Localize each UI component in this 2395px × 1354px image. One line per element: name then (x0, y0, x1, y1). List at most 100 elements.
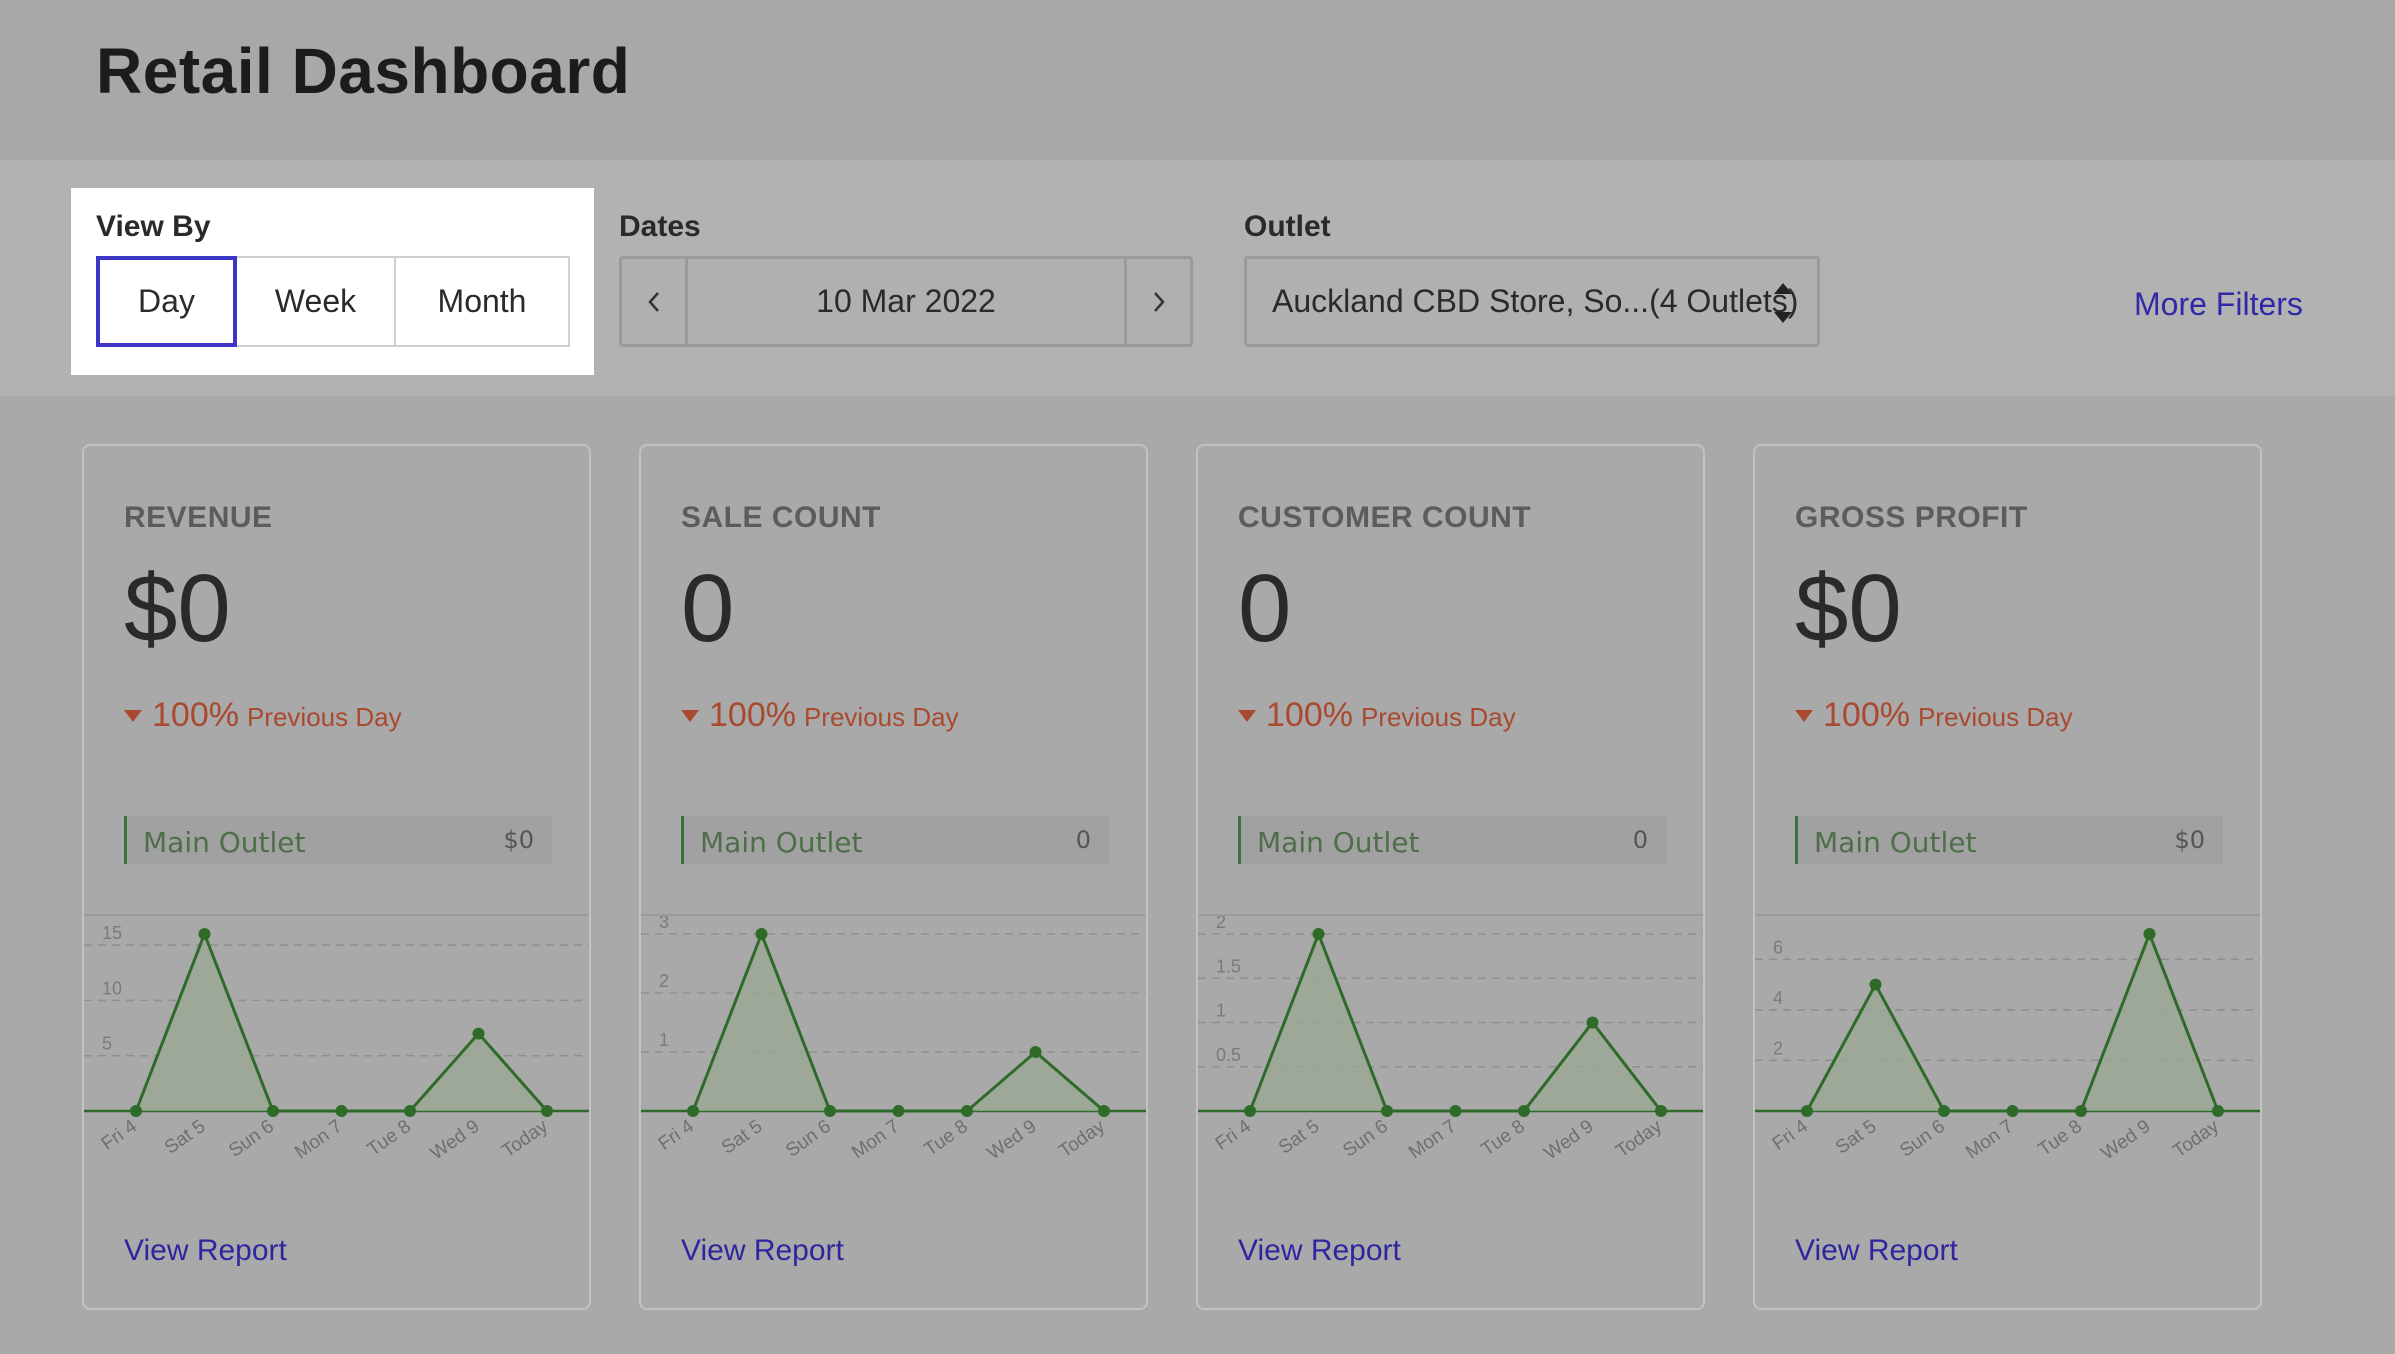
outlet-select-value: Auckland CBD Store, So...(4 Outlets) (1272, 283, 1799, 319)
y-tick-label: 2 (659, 971, 669, 991)
data-point (892, 1105, 905, 1117)
card-delta: 100% Previous Day (124, 696, 402, 735)
date-value[interactable]: 10 Mar 2022 (816, 283, 996, 319)
outlet-label: Outlet (1244, 210, 1331, 243)
chart-top-divider (84, 914, 589, 917)
gross-profit-card: GROSS PROFIT $0 100% Previous Day Main O… (1753, 444, 2262, 1310)
delta-percent: 100% (1266, 696, 1353, 734)
card-value: 0 (1238, 555, 1292, 662)
series-area (136, 934, 547, 1111)
view-report-link[interactable]: View Report (1795, 1234, 1958, 1267)
more-filters-link[interactable]: More Filters (2134, 286, 2303, 322)
outlet-breakdown-row: Main Outlet $0 (1795, 816, 2223, 864)
delta-percent: 100% (1823, 696, 1910, 734)
view-by-month-button[interactable]: Month (394, 256, 570, 347)
sale-count-trend-chart: 1 2 3 Fri 4 Sat 5 Sun 6 Mon 7 Tue 8 Wed 9 Today (641, 916, 1146, 1164)
x-tick-label: Tue 8 (364, 1116, 415, 1161)
outlet-name: Main Outlet (1257, 826, 1420, 859)
down-triangle-icon (1795, 710, 1813, 722)
x-tick-label: Tue 8 (1478, 1116, 1529, 1161)
x-tick-label: Wed 9 (427, 1116, 484, 1165)
y-tick-label: 2 (1773, 1038, 1783, 1058)
x-tick-label: Fri 4 (655, 1116, 699, 1155)
outlet-select[interactable]: Auckland CBD Store, So...(4 Outlets) (1244, 256, 1820, 347)
customer-count-trend-chart: 0.5 1 1.5 2 Fri 4 Sat 5 Sun 6 Mon 7 Tue 8 Wed 9 To… (1198, 916, 1703, 1165)
card-value: $0 (124, 555, 231, 662)
data-point (961, 1105, 973, 1117)
chart-top-divider (1755, 914, 2260, 917)
view-report-link[interactable]: View Report (124, 1234, 287, 1267)
data-point (1029, 1046, 1042, 1058)
y-tick-label: 0.5 (1216, 1045, 1241, 1065)
data-point (2006, 1105, 2019, 1117)
chart-top-divider (641, 914, 1146, 917)
x-tick-label: Today (2169, 1116, 2223, 1163)
data-point (267, 1105, 279, 1117)
data-point (1655, 1105, 1667, 1117)
x-tick-label: Mon 7 (848, 1116, 903, 1163)
x-tick-label: Fri 4 (98, 1116, 142, 1155)
next-date-button[interactable] (1124, 259, 1190, 344)
x-tick-label: Tue 8 (2035, 1116, 2086, 1161)
outlet-value: 0 (1075, 826, 1091, 854)
x-tick-label: Wed 9 (1541, 1116, 1598, 1165)
view-by-day-button[interactable]: Day (96, 256, 237, 347)
x-tick-label: Fri 4 (1769, 1116, 1813, 1155)
x-tick-label: Mon 7 (1405, 1116, 1460, 1163)
y-tick-label: 6 (1773, 937, 1783, 957)
data-point (2075, 1105, 2087, 1117)
card-value: 0 (681, 555, 735, 662)
card-delta: 100% Previous Day (681, 696, 959, 735)
revenue-trend-chart: 5 10 15 Fri 4 Sat 5 Sun 6 Mon 7 Tue 8 Wed 9 Today (84, 923, 589, 1165)
delta-label: Previous Day (803, 702, 959, 732)
data-point (198, 928, 211, 940)
data-point (130, 1105, 142, 1117)
page-title: Retail Dashboard (96, 35, 631, 107)
x-tick-label: Today (1055, 1116, 1109, 1163)
data-point (755, 928, 768, 940)
delta-label: Previous Day (1360, 702, 1516, 732)
card-delta: 100% Previous Day (1795, 696, 2073, 735)
down-triangle-icon (124, 710, 142, 722)
card-value: $0 (1795, 555, 1902, 662)
x-tick-label: Sat 5 (161, 1116, 209, 1159)
data-point (2212, 1105, 2224, 1117)
data-point (2143, 928, 2156, 940)
data-point (1312, 928, 1325, 940)
x-tick-label: Sat 5 (1275, 1116, 1323, 1159)
outlet-name: Main Outlet (143, 826, 306, 859)
outlet-value: $0 (2174, 826, 2205, 854)
data-point (1869, 978, 1882, 991)
previous-date-button[interactable] (622, 259, 688, 344)
x-tick-label: Mon 7 (1962, 1116, 2017, 1163)
revenue-card: REVENUE $0 100% Previous Day Main Outlet… (82, 444, 591, 1310)
y-tick-label: 3 (659, 916, 669, 932)
card-title: GROSS PROFIT (1795, 501, 2028, 534)
customer-count-card: CUSTOMER COUNT 0 100% Previous Day Main … (1196, 444, 1705, 1310)
delta-label: Previous Day (1917, 702, 2073, 732)
outlet-value: 0 (1632, 826, 1648, 854)
gross-profit-trend-chart: 2 4 6 Fri 4 Sat 5 Sun 6 Mon 7 Tue 8 Wed 9 Today (1755, 928, 2260, 1164)
dates-label: Dates (619, 210, 701, 243)
outlet-value: $0 (503, 826, 534, 854)
view-report-link[interactable]: View Report (1238, 1234, 1401, 1267)
view-by-week-button[interactable]: Week (235, 256, 396, 347)
card-delta: 100% Previous Day (1238, 696, 1516, 735)
date-picker: 10 Mar 2022 (619, 256, 1193, 347)
data-point (1586, 1016, 1599, 1029)
data-point (1244, 1105, 1256, 1117)
data-point (824, 1105, 836, 1117)
chevron-left-icon (647, 291, 659, 312)
y-tick-label: 15 (102, 923, 122, 943)
down-triangle-icon (1238, 710, 1256, 722)
view-by-label: View By (96, 210, 211, 243)
x-tick-label: Today (498, 1116, 552, 1163)
x-tick-label: Fri 4 (1212, 1116, 1256, 1155)
card-title: SALE COUNT (681, 501, 881, 534)
x-tick-label: Sun 6 (1339, 1116, 1392, 1162)
view-report-link[interactable]: View Report (681, 1234, 844, 1267)
data-point (1098, 1105, 1110, 1117)
y-tick-label: 5 (102, 1034, 112, 1054)
data-point (404, 1105, 416, 1117)
outlet-breakdown-row: Main Outlet $0 (124, 816, 552, 864)
